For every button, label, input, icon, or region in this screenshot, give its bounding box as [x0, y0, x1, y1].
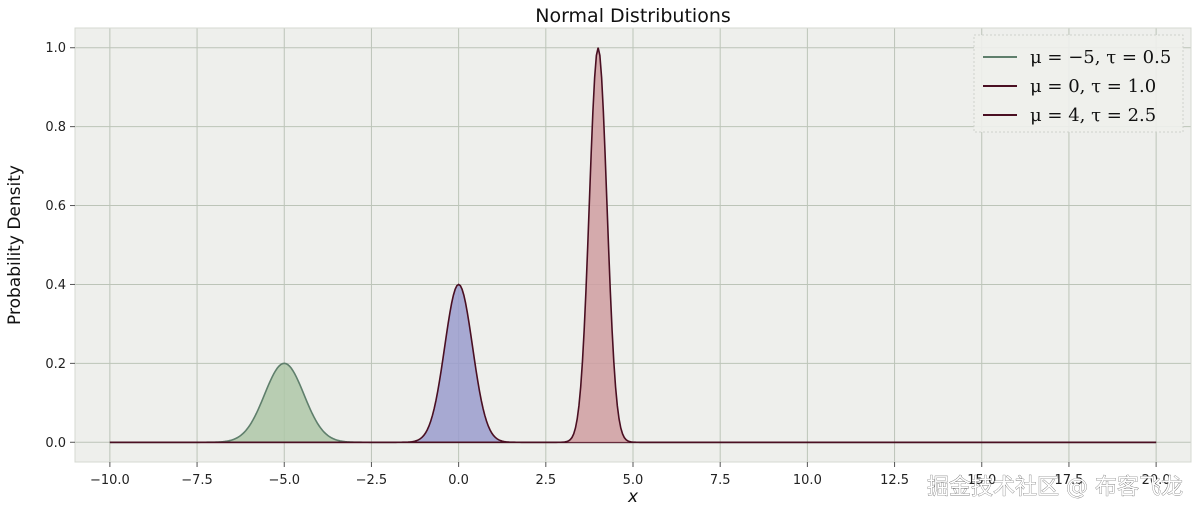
x-tick-label: −2.5 — [356, 473, 388, 488]
x-tick-label: −5.0 — [268, 473, 300, 488]
x-tick-label: −7.5 — [181, 473, 213, 488]
y-tick-label: 1.0 — [45, 41, 66, 56]
legend-entry: μ = 0, τ = 1.0 — [1030, 76, 1156, 97]
x-axis-label: x — [627, 487, 639, 507]
chart-title: Normal Distributions — [535, 5, 731, 27]
x-tick-label: 12.5 — [880, 473, 909, 488]
distribution-areas — [109, 47, 1157, 444]
x-tick-label: 10.0 — [793, 473, 822, 488]
y-tick-label: 0.0 — [45, 436, 66, 451]
x-tick-label: 15.0 — [967, 473, 996, 488]
legend: μ = −5, τ = 0.5 μ = 0, τ = 1.0 μ = 4, τ = … — [973, 34, 1184, 133]
x-tick-label: 2.5 — [535, 473, 556, 488]
x-tick-label: 5.0 — [623, 473, 644, 488]
y-tick-label: 0.6 — [45, 199, 66, 214]
watermark: 掘金技术社区 @ 布客飞龙 — [927, 475, 1183, 500]
x-tick-label: 7.5 — [710, 473, 731, 488]
legend-entry: μ = −5, τ = 0.5 — [1030, 47, 1171, 68]
x-tick-label: 0.0 — [448, 473, 469, 488]
y-tick-label: 0.8 — [45, 120, 66, 135]
x-tick-label: −10.0 — [90, 473, 130, 488]
y-tick-label: 0.2 — [45, 357, 66, 372]
legend-entry: μ = 4, τ = 2.5 — [1030, 105, 1156, 126]
y-axis: 0.0 0.2 0.4 0.6 0.8 1.0 — [45, 41, 75, 451]
y-axis-label: Probability Density — [5, 165, 25, 325]
series-line-3 — [109, 47, 1157, 444]
y-tick-label: 0.4 — [45, 278, 66, 293]
x-axis: −10.0 −7.5 −5.0 −2.5 0.0 2.5 5.0 7.5 10.0 12.5 15.… — [90, 462, 1171, 488]
x-tick-label: 17.5 — [1054, 473, 1083, 488]
x-tick-label: 20.0 — [1142, 473, 1171, 488]
